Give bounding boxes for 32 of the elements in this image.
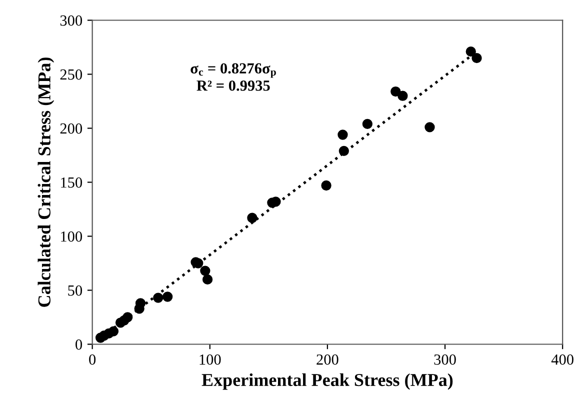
- x-tick-label: 300: [434, 354, 456, 365]
- x-tick-label: 400: [551, 354, 574, 365]
- y-tick-label: 150: [61, 177, 82, 188]
- point: [321, 180, 332, 191]
- point: [424, 122, 435, 132]
- point: [390, 86, 401, 97]
- point: [202, 274, 213, 285]
- y-tick-label: 200: [60, 123, 82, 134]
- y-tick-label: 0: [76, 339, 82, 350]
- point: [466, 46, 476, 57]
- point: [362, 118, 373, 130]
- point: [338, 130, 348, 140]
- point: [200, 266, 210, 276]
- y-tick-label: 50: [68, 285, 82, 296]
- point: [122, 312, 133, 322]
- annotation: σ$_{c}$ = 0.8276σ$_{p}$ R² = 0.9935: [190, 63, 276, 91]
- x-tick-label: 100: [200, 354, 221, 365]
- point: [398, 90, 408, 101]
- y-tick-label: 300: [60, 15, 82, 26]
- y-tick-label: 100: [61, 231, 82, 242]
- y-axis-title: Calculated Critical Stress (MPa): [38, 58, 54, 307]
- y-tick-label: 250: [60, 69, 82, 80]
- x-tick-label: 0: [89, 354, 96, 365]
- point: [153, 292, 164, 303]
- x-tick-label: 200: [316, 354, 338, 365]
- point: [162, 292, 173, 302]
- point: [108, 326, 119, 336]
- point: [338, 146, 349, 156]
- point: [135, 298, 146, 308]
- x-axis-title: Experimental Peak Stress (MPa): [202, 373, 453, 390]
- point: [472, 52, 482, 64]
- point: [247, 212, 258, 223]
